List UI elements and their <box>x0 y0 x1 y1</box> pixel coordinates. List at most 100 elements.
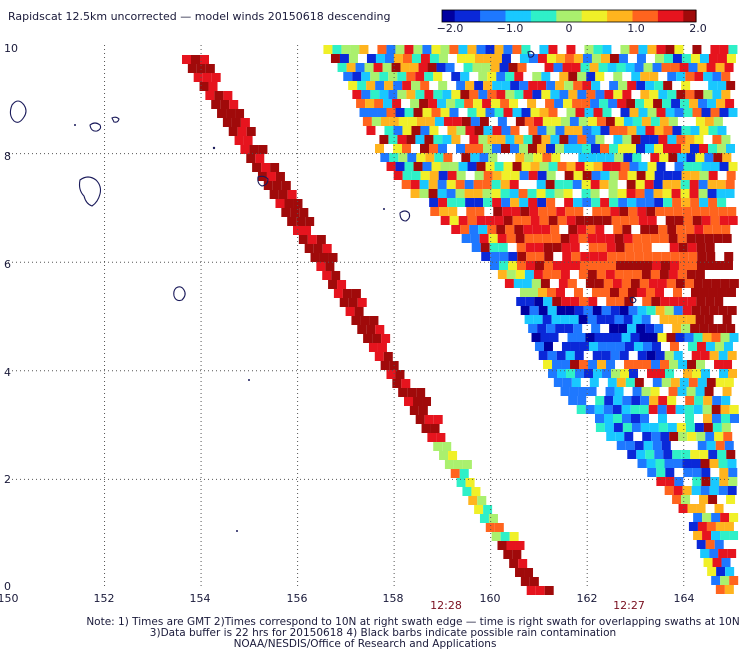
wind-cell <box>587 387 597 396</box>
wind-cell <box>728 216 738 225</box>
wind-cell <box>639 405 649 414</box>
wind-cell <box>494 162 504 171</box>
wind-cell <box>494 45 504 54</box>
wind-cell <box>577 90 587 99</box>
wind-cell <box>584 108 594 117</box>
wind-cell <box>419 99 429 108</box>
wind-cell <box>663 450 673 459</box>
wind-cell <box>305 217 315 226</box>
wind-cell <box>683 108 693 117</box>
wind-cell <box>665 108 675 117</box>
island-outline <box>527 50 535 58</box>
wind-cell <box>556 306 566 315</box>
wind-cell <box>437 189 447 198</box>
wind-cell <box>533 234 543 243</box>
wind-cell <box>636 54 646 63</box>
wind-cell <box>606 342 616 351</box>
wind-cell <box>622 135 632 144</box>
wind-cell <box>409 406 419 415</box>
wind-cell <box>726 495 736 504</box>
wind-cell <box>645 144 655 153</box>
wind-cell <box>696 297 706 306</box>
wind-cell <box>711 414 721 423</box>
wind-cell <box>714 360 724 369</box>
wind-cell <box>542 315 552 324</box>
wind-cell <box>546 198 556 207</box>
wind-cell <box>552 243 562 252</box>
wind-cell <box>605 387 615 396</box>
wind-cell <box>630 405 640 414</box>
wind-cell <box>512 162 522 171</box>
wind-cell <box>564 81 574 90</box>
wind-cell <box>551 315 561 324</box>
wind-cell <box>656 108 666 117</box>
colorbar-tick-label: 2.0 <box>689 22 707 35</box>
colorbar-cell <box>442 10 447 22</box>
wind-cell <box>620 45 630 54</box>
colorbar-tick-label: −2.0 <box>437 22 464 35</box>
wind-cell <box>681 198 691 207</box>
wind-cell <box>657 333 667 342</box>
wind-cell <box>404 108 414 117</box>
wind-cell <box>375 54 385 63</box>
wind-cell <box>489 261 499 270</box>
wind-cell <box>636 171 646 180</box>
wind-cell <box>705 540 715 549</box>
wind-cell <box>366 81 376 90</box>
wind-cell <box>665 216 675 225</box>
wind-cell <box>723 360 733 369</box>
wind-cell <box>577 225 587 234</box>
wind-cell <box>410 189 420 198</box>
wind-cell <box>319 253 329 262</box>
wind-cell <box>728 369 738 378</box>
wind-cell <box>519 81 529 90</box>
wind-cell <box>683 468 693 477</box>
wind-cell <box>651 297 661 306</box>
wind-cell <box>655 351 665 360</box>
wind-cell <box>461 117 471 126</box>
wind-cell <box>728 45 738 54</box>
wind-cell <box>722 315 732 324</box>
wind-cell <box>392 379 402 388</box>
wind-cell <box>449 162 459 171</box>
wind-cell <box>584 216 594 225</box>
wind-cell <box>647 216 657 225</box>
wind-cell <box>528 54 538 63</box>
wind-cell <box>687 504 697 513</box>
wind-cell <box>690 288 700 297</box>
wind-cell <box>718 486 728 495</box>
wind-cell <box>531 279 541 288</box>
wind-cell <box>566 216 576 225</box>
wind-cell <box>473 189 483 198</box>
wind-cell <box>523 90 533 99</box>
wind-cell <box>714 261 724 270</box>
wind-cell <box>701 477 711 486</box>
wind-cell <box>712 135 722 144</box>
wind-cell <box>618 81 628 90</box>
wind-cell <box>228 127 238 136</box>
wind-cell <box>605 315 615 324</box>
wind-cell <box>717 450 727 459</box>
wind-cell <box>523 135 533 144</box>
colorbar-cell <box>628 10 634 22</box>
wind-cell <box>645 324 655 333</box>
wind-cell <box>598 63 608 72</box>
wind-cell <box>520 577 530 586</box>
wind-cell <box>653 180 663 189</box>
wind-cell <box>497 270 507 279</box>
wind-cell <box>476 45 486 54</box>
wind-cell <box>711 405 721 414</box>
wind-cell <box>654 171 664 180</box>
wind-cell <box>528 198 538 207</box>
wind-cell <box>440 45 450 54</box>
wind-cell <box>597 243 607 252</box>
colorbar-cell <box>581 10 587 22</box>
wind-cell <box>588 342 598 351</box>
wind-cell <box>609 324 619 333</box>
colorbar-cell <box>560 10 566 22</box>
islet-dot <box>74 124 76 126</box>
wind-cell <box>676 423 686 432</box>
wind-cell <box>542 117 552 126</box>
wind-cell <box>640 396 650 405</box>
wind-cell <box>513 279 523 288</box>
